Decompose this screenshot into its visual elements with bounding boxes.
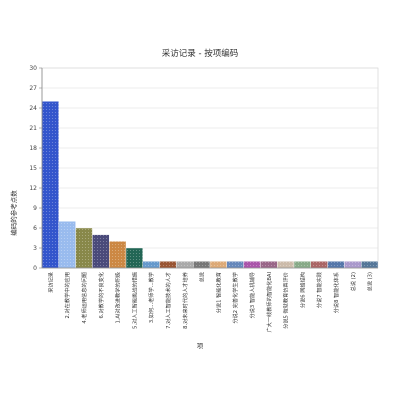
- x-tick-label: 3.如何...老师学...教学: [147, 272, 155, 323]
- y-tick-label: 0: [33, 265, 37, 272]
- bar-texture: [327, 261, 345, 268]
- x-tick-label: 1.AI对改进教学的积极: [114, 271, 122, 323]
- x-tick-label: 2.对在教学中的应用: [63, 272, 71, 318]
- x-tick-label: 分说6 网络结构: [298, 272, 306, 308]
- y-tick-label: 18: [29, 145, 37, 152]
- x-tick-label: 广大一线教师的智能化BAI: [265, 272, 273, 333]
- y-tick-label: 12: [29, 185, 37, 192]
- x-tick-label: 分说2 完善化学生教学: [231, 272, 239, 324]
- y-axis-label: 编码的参考点数: [9, 190, 18, 236]
- bar-texture: [310, 261, 328, 268]
- bar-texture: [75, 228, 93, 268]
- y-tick-label: 21: [29, 125, 37, 132]
- bar-texture: [210, 261, 227, 268]
- bar-texture: [142, 261, 160, 268]
- bar-texture: [226, 261, 244, 268]
- x-tick-label: 分说8 智能化体系: [332, 272, 340, 313]
- x-tick-label: 7.对人工智能技术的人才: [164, 272, 172, 329]
- x-tick-label: 分说7 智能实践: [315, 272, 323, 308]
- x-tick-label: 总说 (2): [349, 272, 357, 291]
- bar-texture: [260, 261, 278, 268]
- y-tick-label: 24: [29, 105, 37, 112]
- y-tick-label: 6: [33, 225, 37, 232]
- bar-texture: [176, 261, 194, 268]
- bar-texture: [58, 221, 76, 268]
- x-tick-label: 4.老师运用信息的问题: [80, 272, 88, 324]
- bar-texture: [92, 234, 110, 268]
- bar-texture: [193, 261, 210, 268]
- x-tick-label: 分说5 微就教育仿真评价: [282, 271, 290, 329]
- bar-texture: [243, 261, 261, 268]
- x-tick-label: 5.对人工智能挑战的措施: [130, 272, 138, 329]
- bar-texture: [294, 261, 311, 268]
- x-tick-label: 总说 (3): [366, 272, 374, 291]
- x-tick-label: 6.对教学的不良变化: [97, 272, 105, 318]
- x-tick-label: 总说: [198, 272, 206, 282]
- chart-title: 采访记录 - 按项编码: [162, 48, 238, 59]
- bar-texture: [109, 241, 126, 268]
- x-axis-label: 项: [197, 342, 204, 350]
- y-tick-label: 27: [29, 85, 37, 92]
- bar-texture: [277, 261, 294, 268]
- x-tick-label: 采访记录: [46, 272, 54, 293]
- y-tick-label: 9: [33, 205, 37, 212]
- y-tick-label: 3: [33, 245, 37, 252]
- x-tick-label: 分说1 智能化教育: [214, 272, 222, 313]
- bar-texture: [361, 261, 378, 268]
- y-tick-label: 30: [29, 65, 37, 72]
- x-tick-label: 分说3 智能人机辅导: [248, 272, 256, 318]
- bar-texture: [344, 261, 362, 268]
- bar-texture: [159, 261, 177, 268]
- y-tick-label: 15: [29, 165, 37, 172]
- bar-texture: [42, 101, 59, 268]
- bar-texture: [126, 248, 143, 268]
- x-tick-label: 8.对未来时代的人才培养: [181, 272, 189, 329]
